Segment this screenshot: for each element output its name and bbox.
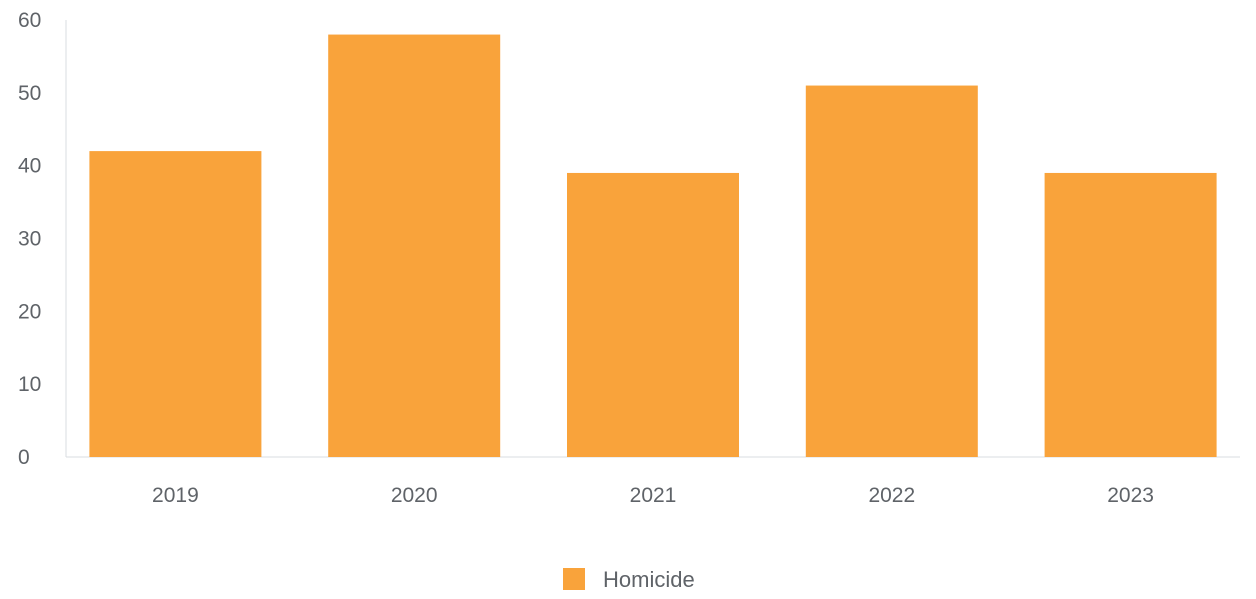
y-axis: 0 10 20 30 40 50 60 [18,9,67,469]
legend-swatch [563,568,585,590]
y-tick-label: 60 [18,9,41,32]
x-tick-label: 2023 [1107,484,1154,507]
x-axis: 2019 2020 2021 2022 2023 [66,456,1240,507]
bar-2023 [1044,172,1217,457]
x-tick-label: 2022 [868,484,915,507]
bar-2020 [328,34,501,458]
bar-2019 [89,151,262,457]
x-tick-label: 2019 [152,484,199,507]
y-tick-label: 40 [18,155,41,178]
y-tick-label: 30 [18,228,41,251]
bars [89,34,1217,458]
y-tick-label: 10 [18,373,41,396]
x-tick-label: 2021 [630,484,677,507]
y-tick-label: 20 [18,300,41,323]
legend-label: Homicide [603,567,695,592]
bar-2022 [805,85,978,458]
bar-2021 [567,172,739,457]
x-tick-label: 2020 [391,484,438,507]
y-tick-label: 50 [18,82,41,105]
y-tick-label: 0 [18,446,30,469]
legend: Homicide [563,567,695,592]
